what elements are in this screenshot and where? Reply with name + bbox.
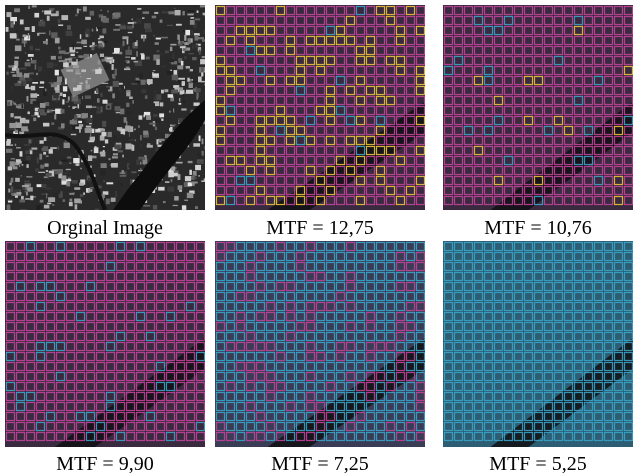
panel-mtf-7-25	[215, 241, 425, 447]
caption-original-image: Orginal Image	[47, 217, 163, 239]
panel-mtf-12-75	[215, 5, 425, 210]
caption-mtf-7-25: MTF = 7,25	[271, 453, 369, 475]
panel-mtf-9-90	[5, 241, 205, 447]
satellite-photo	[5, 5, 205, 210]
caption-mtf-10-76: MTF = 10,76	[484, 217, 592, 239]
grid-overlay-image	[443, 241, 633, 447]
grid-overlay-image	[443, 5, 633, 210]
caption-mtf-9-90: MTF = 9,90	[56, 453, 154, 475]
grid-overlay-image	[5, 241, 205, 447]
caption-mtf-12-75: MTF = 12,75	[266, 217, 374, 239]
panel-mtf-10-76	[443, 5, 633, 210]
grid-overlay-image	[215, 241, 425, 447]
panel-original-image	[5, 5, 205, 210]
panel-mtf-5-25	[443, 241, 633, 447]
caption-mtf-5-25: MTF = 5,25	[489, 453, 587, 475]
grid-overlay-image	[215, 5, 425, 210]
